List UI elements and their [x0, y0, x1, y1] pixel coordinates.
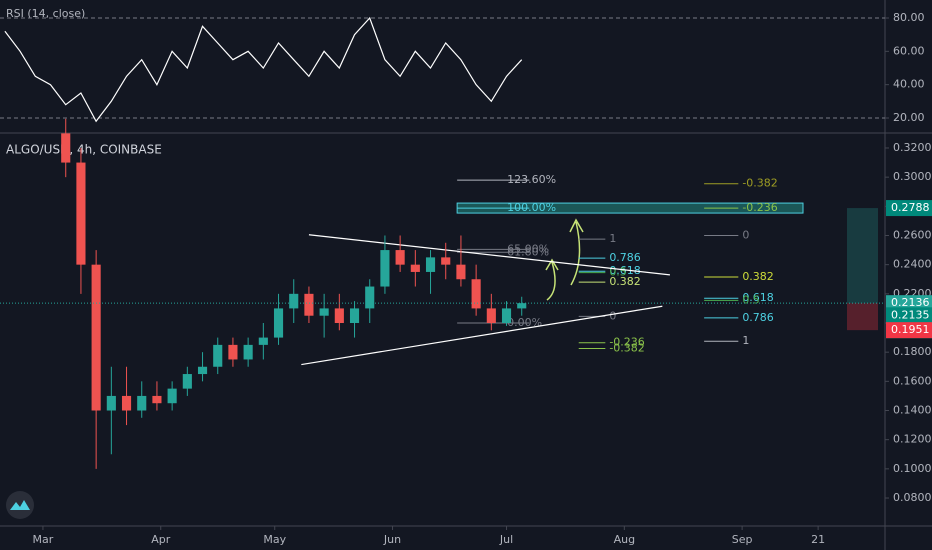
- x-tick-label: May: [263, 533, 286, 546]
- fib-label: 1: [742, 334, 749, 347]
- rsi-y-tick-label: 40.00: [893, 78, 925, 91]
- candle-body: [471, 279, 481, 309]
- y-tick-label: 0.2400: [893, 258, 932, 271]
- rsi-title: RSI (14, close): [6, 7, 85, 20]
- candle-body: [380, 250, 390, 287]
- stop-zone: [847, 303, 878, 331]
- candle-body: [182, 374, 192, 389]
- candle-body: [517, 303, 527, 309]
- x-tick-label: Mar: [33, 533, 54, 546]
- price-tag-label: 0.2136: [891, 296, 930, 309]
- candle-body: [228, 344, 238, 360]
- fib-label: -0.382: [609, 342, 644, 355]
- price-tag-label: 0.2788: [891, 201, 930, 214]
- price-tag: [886, 200, 932, 217]
- fib-label: 0.00%: [507, 316, 542, 329]
- fib-label: 0.786: [609, 251, 641, 264]
- price-tag-label: 0.1951: [891, 323, 930, 336]
- candle-body: [106, 395, 116, 411]
- logo: [6, 491, 34, 519]
- candle-body: [258, 337, 268, 345]
- candle-body: [197, 366, 208, 375]
- x-tick-label: Apr: [151, 533, 171, 546]
- candle-body: [319, 308, 329, 316]
- projection-arrows: [545, 218, 584, 301]
- fib-label: -0.236: [742, 201, 777, 214]
- trendline: [301, 305, 663, 366]
- fib-label: 0: [742, 228, 749, 241]
- y-tick-label: 0.1200: [893, 433, 932, 446]
- y-tick-label: 0.1000: [893, 462, 932, 475]
- x-tick-label: Jul: [499, 533, 513, 546]
- x-tick-label: 21: [811, 533, 825, 546]
- candle-body: [349, 308, 360, 323]
- candle-body: [61, 133, 71, 163]
- candle-body: [167, 388, 177, 404]
- y-tick-label: 0.1800: [893, 345, 932, 358]
- fib-label: 0: [609, 309, 616, 322]
- candle-body: [76, 162, 86, 265]
- trendline: [308, 234, 670, 276]
- candle-body: [243, 344, 253, 360]
- candle-body: [289, 293, 299, 309]
- rsi-y-tick-label: 20.00: [893, 111, 925, 124]
- target-zone: [847, 208, 878, 304]
- candle-body: [425, 257, 436, 272]
- fib-label: 0.618: [742, 291, 774, 304]
- price-tag: [886, 307, 932, 324]
- fib-label: 0.382: [609, 275, 641, 288]
- candle-body: [334, 308, 344, 323]
- y-tick-label: 0.0800: [893, 491, 932, 504]
- rsi-y-tick-label: 80.00: [893, 11, 925, 24]
- fib-label: 61.80%: [507, 245, 549, 258]
- candle-body: [395, 250, 405, 265]
- x-tick-label: Sep: [732, 533, 753, 546]
- price-tag: [886, 322, 932, 339]
- fib-label: 0.5: [742, 293, 760, 306]
- fib-label: -0.236: [609, 336, 644, 349]
- y-tick-label: 0.3200: [893, 141, 932, 154]
- x-tick-label: Jun: [383, 533, 401, 546]
- fib-label: -0.382: [742, 177, 777, 190]
- candle-body: [304, 293, 314, 316]
- fib-label: 123.60%: [507, 173, 556, 186]
- candle-body: [91, 264, 101, 411]
- fib-label: 0.618: [609, 264, 641, 277]
- y-tick-label: 0.1600: [893, 374, 932, 387]
- rsi-y-tick-label: 60.00: [893, 44, 925, 57]
- rsi-line: [4, 16, 523, 123]
- candle-body: [501, 308, 512, 323]
- price-tag: [886, 295, 932, 312]
- candle-body: [152, 395, 162, 404]
- candle-body: [456, 264, 466, 280]
- candle-body: [273, 308, 284, 338]
- candle-body: [365, 286, 375, 309]
- x-tick-label: Aug: [614, 533, 635, 546]
- candle-body: [137, 395, 147, 411]
- fib-label: 100.00%: [507, 201, 556, 214]
- y-tick-label: 0.1400: [893, 404, 932, 417]
- fib-label: 1: [609, 232, 616, 245]
- y-tick-label: 0.3000: [893, 170, 932, 183]
- price-tag-label: 0.2135: [891, 308, 930, 321]
- y-tick-label: 0.2600: [893, 228, 932, 241]
- fib-label: 0.382: [742, 270, 774, 283]
- candle-body: [486, 308, 496, 323]
- chart-title: ALGO/USD, 4h, COINBASE: [6, 143, 162, 157]
- candle-body: [213, 344, 223, 367]
- fib-label: 0.786: [742, 311, 774, 324]
- candle-body: [410, 264, 420, 272]
- candle-body: [441, 257, 451, 265]
- candle-body: [121, 395, 132, 411]
